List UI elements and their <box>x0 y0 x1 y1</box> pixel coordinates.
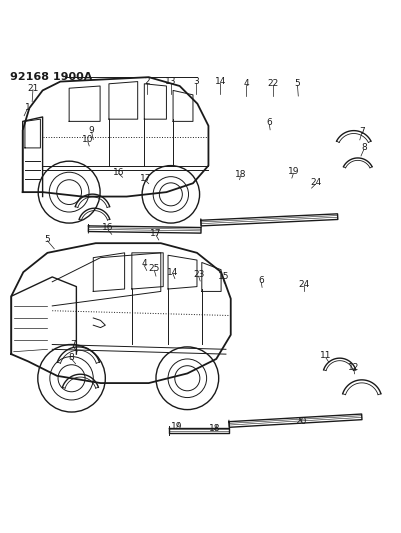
Text: 12: 12 <box>347 362 358 372</box>
Text: 14: 14 <box>214 77 225 86</box>
Text: 24: 24 <box>297 280 308 289</box>
Text: 16: 16 <box>102 223 113 232</box>
Text: 18: 18 <box>234 171 245 179</box>
Text: 92168 1900A: 92168 1900A <box>10 71 92 82</box>
Text: 25: 25 <box>148 264 160 273</box>
Text: 13: 13 <box>165 77 176 86</box>
Text: 17: 17 <box>140 174 151 183</box>
Text: 3: 3 <box>193 77 198 86</box>
Text: 1: 1 <box>24 103 30 112</box>
Text: 6: 6 <box>258 277 263 286</box>
Text: 19: 19 <box>287 167 298 176</box>
Text: 6: 6 <box>266 118 271 127</box>
Text: 8: 8 <box>360 143 366 152</box>
Text: 7: 7 <box>70 341 76 350</box>
Text: 7: 7 <box>358 127 364 136</box>
Text: 15: 15 <box>217 272 229 281</box>
Text: 4: 4 <box>243 79 248 88</box>
Text: 21: 21 <box>27 84 38 93</box>
Text: 19: 19 <box>171 422 182 431</box>
Text: 22: 22 <box>267 79 278 88</box>
Text: 10: 10 <box>82 135 93 144</box>
Text: 17: 17 <box>150 229 161 238</box>
Text: 24: 24 <box>309 178 320 187</box>
Text: 14: 14 <box>167 268 178 277</box>
Text: 8: 8 <box>69 353 74 362</box>
Text: 18: 18 <box>209 424 220 433</box>
Text: 20: 20 <box>295 417 306 426</box>
Text: 23: 23 <box>192 270 204 279</box>
Text: 4: 4 <box>141 259 146 268</box>
Text: 2: 2 <box>144 77 149 86</box>
Text: 5: 5 <box>45 235 50 244</box>
Text: 5: 5 <box>294 79 300 88</box>
Text: 11: 11 <box>319 351 330 360</box>
Text: 9: 9 <box>89 126 94 135</box>
Text: 16: 16 <box>113 167 124 176</box>
